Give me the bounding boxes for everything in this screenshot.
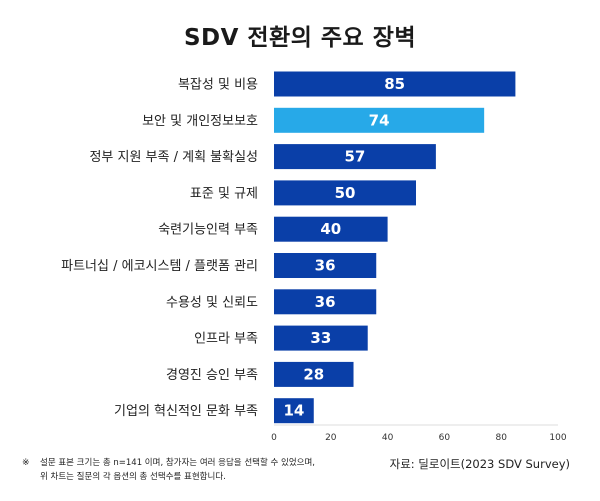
bar-value-label: 57 [345, 148, 366, 166]
bar [274, 398, 314, 424]
x-tick-label: 20 [325, 433, 337, 443]
source-credit: 자료: 딜로이트(2023 SDV Survey) [389, 457, 570, 471]
bar-value-label: 85 [384, 75, 405, 93]
bar [274, 289, 377, 315]
category-label: 경영진 승인 부족 [166, 368, 258, 383]
footnote-mark: ※ [22, 458, 30, 468]
bar [274, 253, 377, 278]
bar [274, 107, 485, 133]
category-label: 표준 및 규제 [190, 186, 258, 201]
category-label: 보안 및 개인정보보호 [142, 114, 258, 129]
category-label: 기업의 혁신적인 문화 부족 [114, 404, 258, 419]
bar [274, 144, 436, 170]
bar-value-label: 36 [315, 293, 336, 311]
footnote-text: 설문 표본 크기는 총 n=141 이며, 참가자는 여러 응답을 선택할 수 … [40, 458, 316, 482]
footnote: ※ 설문 표본 크기는 총 n=141 이며, 참가자는 여러 응답을 선택할 … [22, 456, 322, 484]
bar-value-label: 40 [320, 220, 341, 238]
bar [274, 361, 354, 387]
bar [274, 325, 368, 351]
category-label: 숙련기능인력 부족 [158, 223, 258, 238]
bar [274, 71, 516, 97]
bar-value-label: 14 [283, 402, 304, 420]
bar-value-label: 33 [310, 329, 331, 347]
bar-value-label: 50 [335, 184, 356, 202]
bar [274, 180, 416, 206]
bar-value-label: 36 [315, 257, 336, 275]
bar-value-label: 28 [303, 365, 324, 383]
category-label: 수용성 및 신뢰도 [166, 295, 258, 310]
category-label: 정부 지원 부족 / 계획 불확실성 [89, 150, 258, 165]
category-label: 파트너십 / 에코시스템 / 플랫폼 관리 [61, 259, 258, 274]
x-tick-label: 60 [439, 433, 451, 443]
x-tick-label: 40 [382, 433, 394, 443]
x-axis: 0 20 40 60 80 100 [271, 424, 567, 443]
chart-title: SDV 전환의 주요 장벽 [183, 25, 417, 51]
bar-value-label: 74 [369, 111, 390, 129]
bar [274, 216, 388, 242]
category-label: 복잡성 및 비용 [178, 78, 258, 93]
bars-layer [274, 71, 516, 424]
x-tick-label: 100 [549, 433, 566, 443]
labels-layer: 85 복잡성 및 비용 74 보안 및 개인정보보호 57 정부 지원 부족 / 계획 불… [61, 75, 405, 420]
category-label: 인프라 부족 [194, 332, 258, 347]
x-tick-label: 0 [271, 433, 277, 443]
x-tick-label: 80 [495, 433, 507, 443]
